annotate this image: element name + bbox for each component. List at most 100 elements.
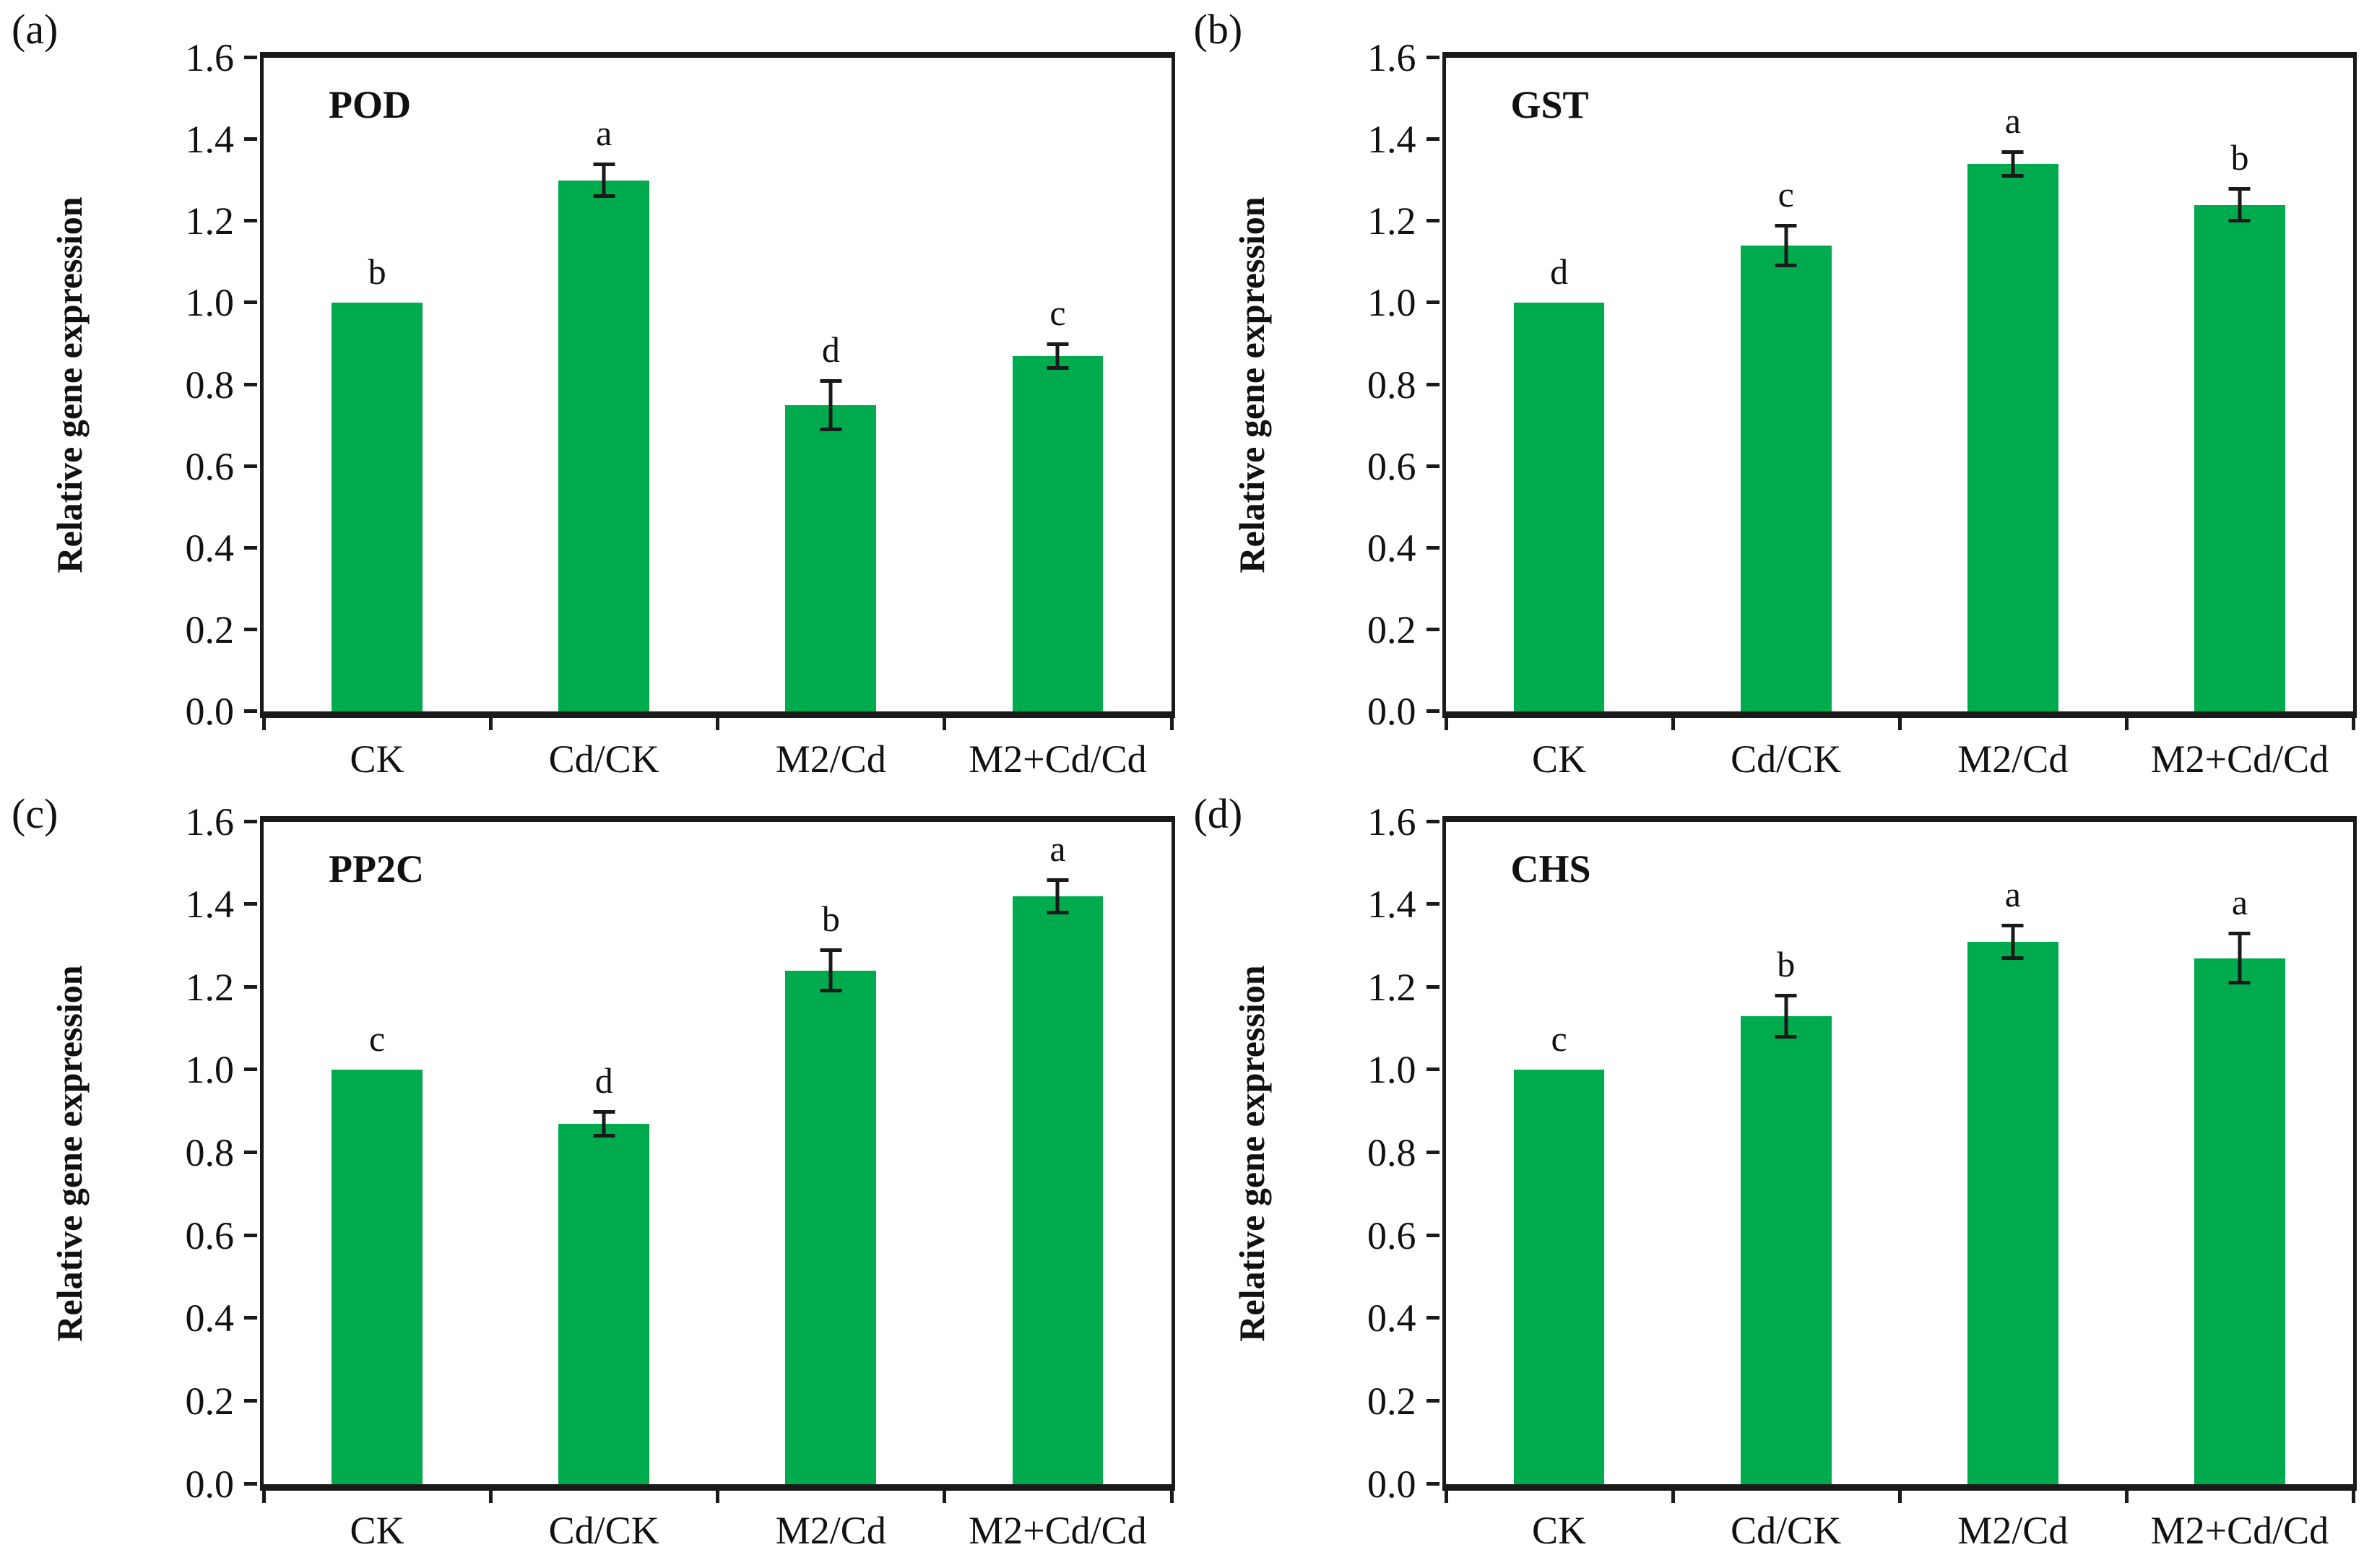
bar	[332, 303, 423, 711]
bar-slot: a	[2126, 822, 2353, 1484]
x-tick	[2352, 1490, 2355, 1503]
x-tick	[1897, 718, 1902, 730]
y-tick-label: 1.2	[1367, 965, 1416, 1009]
x-axis-labels: CK Cd/CK M2/Cd M2+Cd/Cd	[1446, 737, 2354, 789]
y-tick-label: 1.4	[1367, 883, 1416, 927]
y-tick-label: 0.0	[1367, 1462, 1416, 1506]
bar-slot: a	[1900, 58, 2126, 711]
bar	[558, 180, 649, 711]
bar	[1012, 355, 1104, 711]
x-axis-labels: CK Cd/CK M2/Cd M2+Cd/Cd	[1446, 1509, 2354, 1560]
error-bar	[2238, 933, 2242, 984]
sig-letter: d	[821, 329, 840, 370]
plot-area: POD 0.0 0.2 0.4 0.6 0.8 1.0 1.2 1.4 1.6 b a d c	[186, 38, 1175, 731]
y-tick-label: 1.6	[185, 800, 235, 844]
sig-letter: a	[1049, 828, 1066, 869]
bar-slot: b	[717, 822, 944, 1484]
sig-letter: b	[368, 251, 386, 293]
y-tick	[1426, 709, 1439, 713]
y-tick	[244, 1067, 257, 1072]
y-tick	[244, 56, 257, 59]
error-bar	[602, 164, 606, 197]
bar	[1740, 1015, 1832, 1484]
sig-letter: b	[821, 898, 840, 940]
bar	[1967, 941, 2058, 1484]
x-tick	[716, 718, 720, 730]
y-tick-label: 0.4	[1367, 526, 1416, 570]
y-tick	[244, 1481, 257, 1486]
y-tick	[244, 300, 257, 305]
error-bar	[1784, 995, 1788, 1037]
y-tick	[1426, 1151, 1439, 1154]
x-category-label: M2/Cd	[1957, 737, 2069, 781]
y-tick-label: 0.8	[185, 363, 235, 407]
x-category-label: Cd/CK	[548, 737, 659, 781]
x-category-label: CK	[1532, 1508, 1587, 1552]
y-tick	[244, 1398, 257, 1403]
y-tick	[1426, 219, 1439, 223]
error-bar	[1784, 225, 1788, 267]
x-tick	[1169, 1490, 1174, 1503]
y-tick-label: 0.2	[1367, 1379, 1416, 1423]
x-tick	[943, 1490, 947, 1503]
plot-area: PP2C 0.0 0.2 0.4 0.6 0.8 1.0 1.2 1.4 1.6 c d b a	[186, 802, 1175, 1504]
bar	[2194, 958, 2285, 1484]
panel-letter: (b)	[1193, 6, 1243, 53]
x-axis-labels: CK Cd/CK M2/Cd M2+Cd/Cd	[264, 737, 1172, 789]
bar-slot: a	[1900, 822, 2126, 1484]
y-tick-label: 1.0	[185, 281, 235, 325]
y-tick-label: 0.8	[1367, 1131, 1416, 1174]
y-tick-label: 1.2	[185, 199, 235, 243]
y-tick-label: 0.2	[185, 607, 235, 651]
y-tick-label: 1.4	[185, 118, 235, 162]
bar-slot: c	[1673, 58, 1900, 711]
sig-letter: a	[2004, 873, 2021, 914]
y-tick-label: 0.6	[1367, 444, 1416, 488]
plot-area: CHS 0.0 0.2 0.4 0.6 0.8 1.0 1.2 1.4 1.6 c b a a	[1367, 802, 2357, 1504]
x-tick	[1897, 1490, 1902, 1503]
y-tick	[244, 545, 257, 550]
error-bar	[2011, 152, 2015, 177]
panel-d: (d) Relative gene expression CHS 0.0 0.2 0…	[1182, 784, 2364, 1568]
error-bar	[828, 950, 833, 992]
bar	[332, 1070, 423, 1484]
y-tick-label: 0.0	[185, 1462, 235, 1506]
bar-slot: a	[490, 58, 717, 711]
x-tick	[1444, 718, 1448, 730]
y-tick	[244, 137, 257, 142]
panel-letter: (d)	[1193, 789, 1243, 837]
x-category-label: M2+Cd/Cd	[2150, 737, 2329, 781]
sig-letter: b	[1777, 944, 1796, 985]
x-category-label: M2+Cd/Cd	[969, 737, 1147, 781]
y-tick	[1426, 300, 1439, 305]
sig-letter: a	[2231, 882, 2248, 923]
bar	[1513, 303, 1605, 711]
x-tick	[1671, 718, 1675, 730]
y-tick-label: 1.6	[1367, 36, 1416, 79]
bar	[2194, 204, 2285, 711]
y-tick	[1426, 545, 1439, 550]
x-tick	[716, 1490, 720, 1503]
bar	[785, 404, 877, 711]
error-bar	[1055, 879, 1060, 913]
y-tick	[244, 464, 257, 468]
bar-slot: b	[2126, 58, 2353, 711]
y-tick	[1426, 137, 1439, 142]
y-tick	[1426, 382, 1439, 386]
sig-letter: c	[1778, 173, 1794, 215]
y-tick-label: 0.4	[185, 1296, 235, 1340]
gene-title: PP2C	[329, 846, 424, 891]
bar	[1513, 1070, 1605, 1484]
y-tick	[1426, 1233, 1439, 1237]
sig-letter: c	[368, 1018, 386, 1060]
y-tick-label: 0.6	[185, 444, 235, 488]
x-category-label: M2+Cd/Cd	[969, 1508, 1147, 1552]
x-category-label: M2/Cd	[775, 737, 886, 781]
x-tick	[489, 1490, 493, 1503]
x-category-label: M2+Cd/Cd	[2150, 1508, 2329, 1552]
panel-letter: (c)	[12, 789, 59, 837]
bar	[785, 970, 877, 1484]
sig-letter: d	[1550, 251, 1569, 293]
x-tick	[1444, 1490, 1448, 1503]
